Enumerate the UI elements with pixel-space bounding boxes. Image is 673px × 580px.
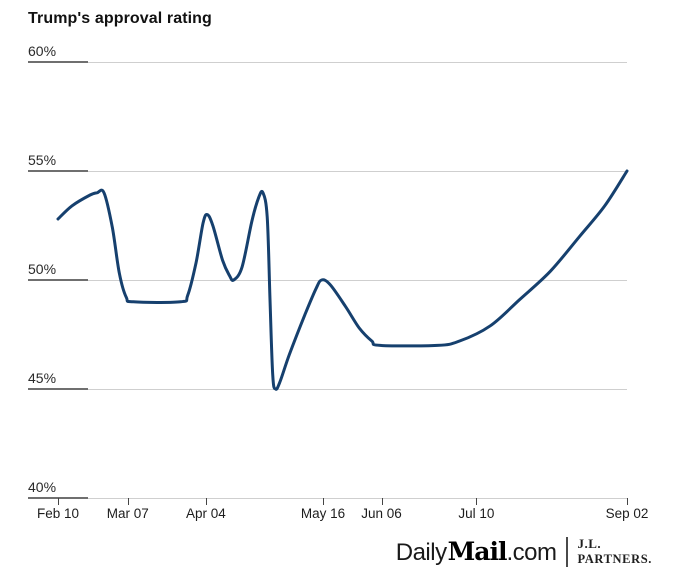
y-tick-mark-45 xyxy=(28,388,88,390)
x-axis-label-sep-02: Sep 02 xyxy=(605,506,649,521)
x-axis-label-jul-10: Jul 10 xyxy=(458,506,495,521)
x-tick-mark-sep-02 xyxy=(627,498,628,505)
dailymail-logo: Daily Mail .com xyxy=(396,537,557,567)
gridline-45 xyxy=(28,389,627,390)
gridline-60 xyxy=(28,62,627,63)
y-axis-label-55: 55% xyxy=(28,152,57,168)
dailymail-logo-com: .com xyxy=(506,539,557,566)
x-axis-label-may-16: May 16 xyxy=(300,506,346,521)
jl-partners-line2: PARTNERS. xyxy=(577,552,652,567)
dailymail-logo-mail: Mail xyxy=(447,537,508,566)
jl-partners-line1: J.L. xyxy=(577,536,602,552)
footer-branding: Daily Mail .com J.L. PARTNERS. xyxy=(396,536,652,567)
y-axis-label-50: 50% xyxy=(28,261,57,277)
jl-partners-logo: J.L. PARTNERS. xyxy=(577,536,652,567)
approval-line xyxy=(56,169,629,391)
x-tick-mark-apr-04 xyxy=(205,498,207,505)
x-tick-mark-jul-10 xyxy=(476,498,478,505)
y-axis-label-40: 40% xyxy=(28,479,57,495)
y-axis-label-60: 60% xyxy=(28,43,57,59)
gridline-55 xyxy=(28,171,627,172)
x-axis-label-jun-06: Jun 06 xyxy=(361,506,402,521)
x-axis-label-mar-07: Mar 07 xyxy=(106,506,149,521)
y-tick-mark-60 xyxy=(28,61,88,63)
footer-divider xyxy=(566,537,569,567)
y-tick-mark-50 xyxy=(28,279,88,281)
x-tick-mark-may-16 xyxy=(322,498,324,505)
x-tick-mark-mar-07 xyxy=(127,498,129,505)
gridline-40 xyxy=(28,498,627,499)
x-tick-mark-jun-06 xyxy=(381,498,383,505)
x-axis-label-apr-04: Apr 04 xyxy=(185,506,226,521)
chart-title: Trump's approval rating xyxy=(28,10,212,27)
y-tick-mark-55 xyxy=(28,170,88,172)
dailymail-logo-daily: Daily xyxy=(395,539,447,566)
y-axis-label-45: 45% xyxy=(28,370,57,386)
x-tick-mark-feb-10 xyxy=(58,498,59,505)
x-axis-label-feb-10: Feb 10 xyxy=(36,506,80,521)
